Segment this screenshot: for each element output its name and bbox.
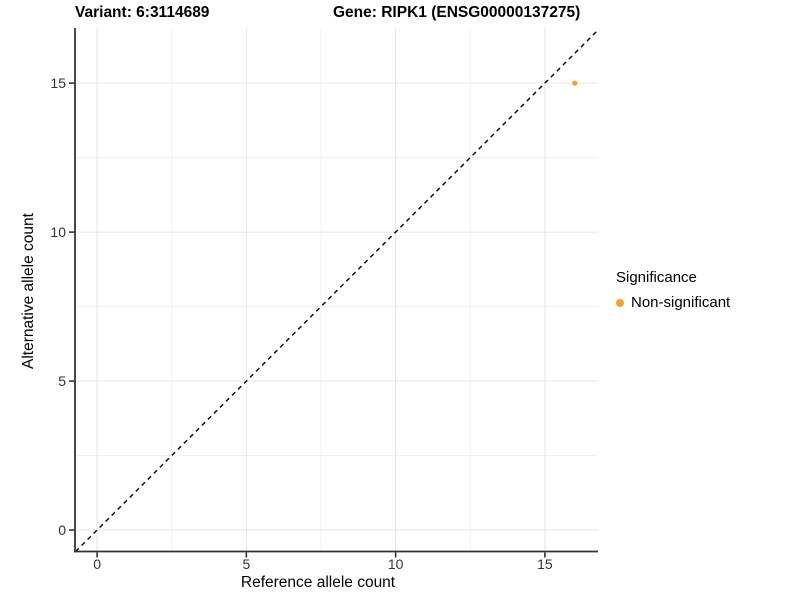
legend: Significance Non-significant	[616, 269, 730, 312]
x-tick-label: 10	[388, 556, 404, 572]
legend-entry-non-significant: Non-significant	[616, 294, 730, 312]
x-axis-title: Reference allele count	[240, 574, 396, 591]
y-tick-label: 15	[50, 75, 66, 91]
data-point-non-significant	[572, 80, 578, 86]
y-axis-title: Alternative allele count	[20, 213, 37, 369]
y-tick-label: 5	[58, 373, 66, 389]
plot-title-variant: Variant: 6:3114689	[75, 4, 210, 21]
legend-title: Significance	[616, 269, 697, 286]
plot-title-gene: Gene: RIPK1 (ENSG00000137275)	[333, 4, 581, 21]
x-tick-label: 0	[93, 556, 101, 572]
x-tick-label: 5	[242, 556, 250, 572]
x-tick-label: 15	[537, 556, 553, 572]
identity-line	[75, 29, 599, 552]
legend-point-icon	[616, 298, 624, 307]
legend-entry-label: Non-significant	[631, 293, 731, 311]
y-tick-label: 0	[58, 522, 66, 538]
y-tick-label: 10	[50, 224, 66, 240]
